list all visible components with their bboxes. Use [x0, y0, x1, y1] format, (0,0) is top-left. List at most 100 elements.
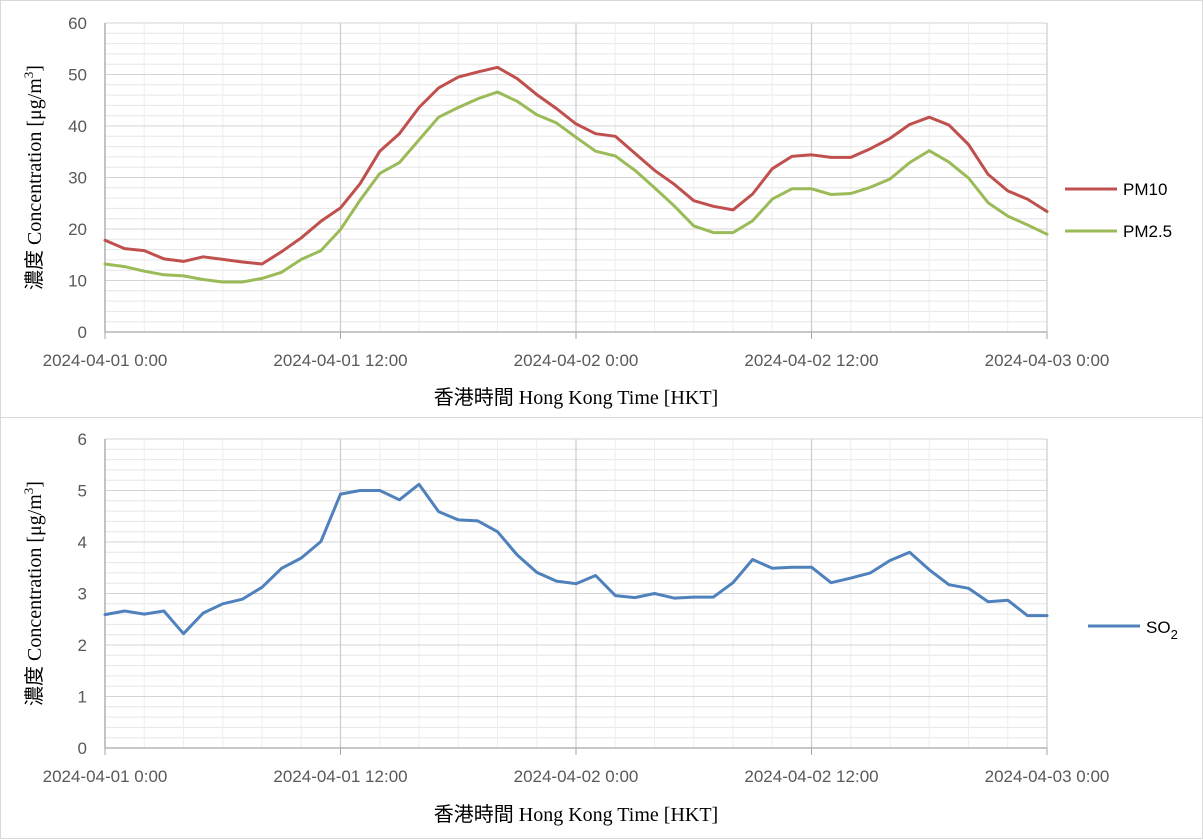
- data-point: [633, 152, 637, 155]
- data-point: [162, 273, 166, 277]
- data-point: [437, 116, 440, 119]
- y-tick-label: 20: [68, 220, 87, 239]
- data-point: [790, 155, 794, 158]
- x-tick-label: 2024-04-01 12:00: [273, 351, 407, 370]
- data-point: [967, 143, 970, 146]
- data-point: [731, 581, 735, 584]
- data-point: [555, 121, 558, 125]
- y-tick-label: 50: [68, 66, 87, 85]
- data-point: [437, 510, 440, 513]
- data-point: [731, 231, 735, 234]
- data-point: [339, 228, 342, 231]
- data-point: [398, 132, 401, 135]
- data-point: [201, 255, 205, 259]
- data-point: [123, 265, 126, 268]
- data-point: [143, 249, 146, 252]
- data-point: [712, 205, 715, 208]
- data-point: [1006, 598, 1009, 602]
- y-tick-label: 0: [78, 323, 87, 342]
- data-point: [653, 186, 656, 189]
- x-tick-label: 2024-04-02 0:00: [514, 351, 639, 370]
- y-tick-label: 30: [68, 169, 87, 188]
- data-point: [633, 169, 637, 172]
- data-point: [496, 530, 499, 533]
- data-point: [535, 571, 538, 574]
- data-point: [672, 596, 676, 600]
- data-point: [594, 150, 597, 153]
- data-point: [162, 609, 166, 613]
- legend-label: PM2.5: [1123, 222, 1172, 241]
- y-tick-label: 3: [78, 585, 87, 604]
- data-point: [241, 280, 244, 284]
- y-tick-label: 2: [78, 636, 87, 655]
- x-tick-label: 2024-04-01 0:00: [43, 767, 168, 786]
- data-point: [986, 600, 990, 603]
- data-point: [672, 182, 676, 186]
- data-point: [712, 595, 715, 599]
- y-tick-label: 6: [78, 430, 87, 449]
- data-point: [947, 583, 951, 586]
- data-point: [908, 123, 911, 126]
- y-tick-label: 4: [78, 533, 87, 552]
- data-point: [751, 192, 754, 196]
- data-point: [574, 582, 578, 585]
- x-tick-label: 2024-04-02 12:00: [744, 767, 878, 786]
- data-point: [319, 540, 323, 543]
- data-point: [829, 193, 833, 196]
- data-point: [437, 86, 440, 90]
- y-axis-title-sup: 3: [21, 72, 36, 79]
- data-point: [594, 574, 597, 577]
- data-point: [555, 107, 558, 110]
- data-point: [476, 97, 480, 100]
- data-point: [515, 100, 519, 103]
- x-tick-label: 2024-04-03 0:00: [985, 351, 1110, 370]
- y-tick-label: 60: [68, 14, 87, 33]
- y-tick-label: 5: [78, 482, 87, 501]
- data-point: [182, 260, 185, 263]
- x-axis-title: 香港時間 Hong Kong Time [HKT]: [434, 386, 718, 409]
- data-point: [358, 489, 362, 492]
- data-point: [378, 150, 381, 153]
- data-point: [908, 551, 911, 554]
- data-point: [515, 553, 519, 557]
- data-point: [869, 186, 872, 189]
- data-point: [300, 236, 303, 239]
- x-tick-label: 2024-04-01 0:00: [43, 351, 168, 370]
- data-point: [398, 161, 401, 164]
- y-axis-title-sup: 3: [21, 488, 36, 495]
- data-point: [221, 258, 224, 261]
- data-point: [123, 609, 126, 613]
- data-point: [339, 492, 342, 496]
- data-point: [967, 176, 970, 180]
- y-tick-label: 0: [78, 739, 87, 758]
- data-point: [457, 106, 460, 109]
- data-point: [614, 135, 617, 138]
- data-point: [378, 172, 381, 175]
- data-point: [143, 612, 146, 616]
- data-point: [928, 568, 931, 572]
- data-point: [574, 122, 578, 126]
- data-point: [476, 519, 480, 523]
- data-point: [358, 182, 362, 185]
- data-point: [653, 169, 656, 172]
- data-point: [751, 558, 754, 561]
- legend-label: PM10: [1123, 180, 1167, 199]
- data-point: [731, 208, 735, 212]
- data-point: [829, 581, 833, 584]
- legend-label-subscript: 2: [1171, 627, 1178, 642]
- series-pm10: [103, 65, 1049, 266]
- data-point: [280, 567, 283, 570]
- data-point: [417, 138, 421, 142]
- data-point: [300, 258, 303, 261]
- data-point: [417, 483, 421, 486]
- legend-label: SO2: [1146, 618, 1178, 642]
- x-tick-label: 2024-04-01 12:00: [273, 767, 407, 786]
- data-point: [849, 192, 852, 195]
- data-point: [319, 249, 323, 252]
- data-point: [103, 239, 107, 242]
- data-point: [947, 160, 951, 164]
- data-point: [810, 187, 813, 191]
- data-point: [103, 613, 107, 616]
- chart-panel-so2: 0 1 2 3 4 5 6 2024-04-01 0:00 2024-04-01 12:00 20…: [0, 417, 1203, 839]
- data-point: [123, 247, 126, 250]
